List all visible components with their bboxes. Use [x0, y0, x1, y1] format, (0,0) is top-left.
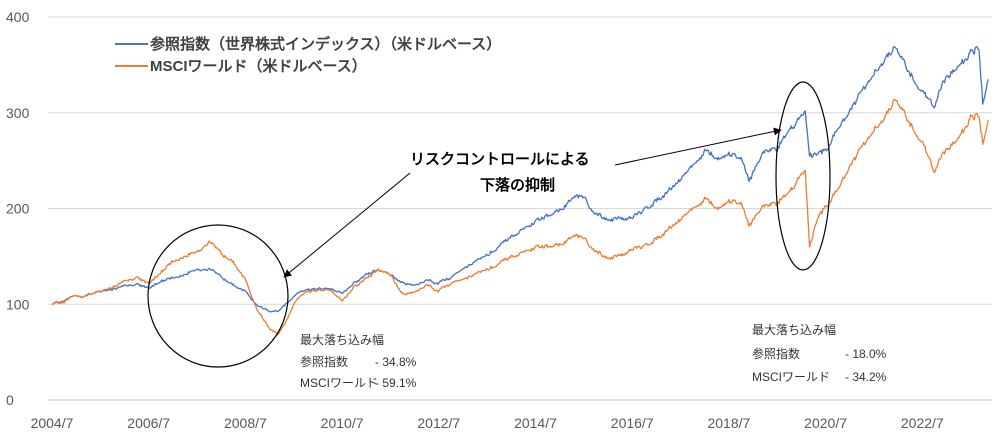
drawdown-box-2008: 最大落ち込み幅 参照指数 - 34.8% MSCIワールド - 59.1% [300, 332, 417, 390]
y-tick-label: 200 [6, 201, 30, 217]
drawdown-row-value: - 34.8% [375, 355, 417, 369]
highlight-ellipse-2020 [775, 81, 831, 271]
legend: 参照指数（世界株式インデックス）（米ドルベース） MSCIワールド（米ドルベース… [115, 35, 501, 75]
drawdown-row-name: 参照指数 [300, 354, 348, 369]
drawdown-row-name: MSCIワールド [300, 376, 378, 390]
x-tick-label: 2012/7 [417, 415, 460, 431]
drawdown-box-2020: 最大落ち込み幅 参照指数 - 18.0% MSCIワールド - 34.2% [752, 322, 887, 384]
legend-label-reference-index: 参照指数（世界株式インデックス）（米ドルベース） [150, 35, 501, 53]
drawdown-row-value: - 18.0% [845, 347, 887, 361]
x-tick-label: 2020/7 [804, 415, 847, 431]
x-tick-label: 2014/7 [514, 415, 557, 431]
drawdown-row-value: - 34.2% [845, 370, 887, 384]
legend-item-msci-world[interactable]: MSCIワールド（米ドルベース） [115, 57, 367, 75]
x-tick-label: 2004/7 [31, 415, 74, 431]
x-tick-label: 2008/7 [224, 415, 267, 431]
series-line-msci-world [51, 98, 989, 336]
drawdown-title: 最大落ち込み幅 [300, 332, 384, 347]
callout-line-1: リスクコントロールによる [410, 151, 590, 168]
x-tick-label: 2010/7 [321, 415, 364, 431]
x-tick-label: 2018/7 [707, 415, 750, 431]
legend-label-msci-world: MSCIワールド（米ドルベース） [150, 57, 367, 75]
legend-item-reference-index[interactable]: 参照指数（世界株式インデックス）（米ドルベース） [115, 35, 501, 53]
drawdown-row-value: - 59.1% [375, 376, 417, 390]
y-tick-label: 0 [6, 392, 14, 408]
drawdown-row-name: 参照指数 [752, 346, 800, 361]
series-lines [51, 46, 989, 336]
y-tick-label: 300 [6, 105, 30, 121]
highlight-ellipse-2008 [147, 224, 289, 368]
y-tick-label: 100 [6, 296, 30, 312]
drawdown-title: 最大落ち込み幅 [752, 322, 836, 337]
series-line-reference-index [52, 46, 989, 313]
y-tick-label: 400 [6, 9, 30, 25]
x-tick-label: 2006/7 [127, 415, 170, 431]
y-axis-ticks: 0 100 200 300 400 [6, 9, 30, 408]
callout-arrow-right [614, 127, 782, 166]
callout-line-2: 下落の抑制 [480, 176, 555, 194]
callout-arrow-left [283, 172, 411, 278]
x-tick-label: 2022/7 [901, 415, 944, 431]
x-tick-label: 2016/7 [611, 415, 654, 431]
drawdown-row-name: MSCIワールド [752, 370, 830, 384]
gridlines [48, 16, 992, 401]
x-axis-ticks: 2004/7 2006/7 2008/7 2010/7 2012/7 2014/7 2016… [31, 415, 944, 431]
